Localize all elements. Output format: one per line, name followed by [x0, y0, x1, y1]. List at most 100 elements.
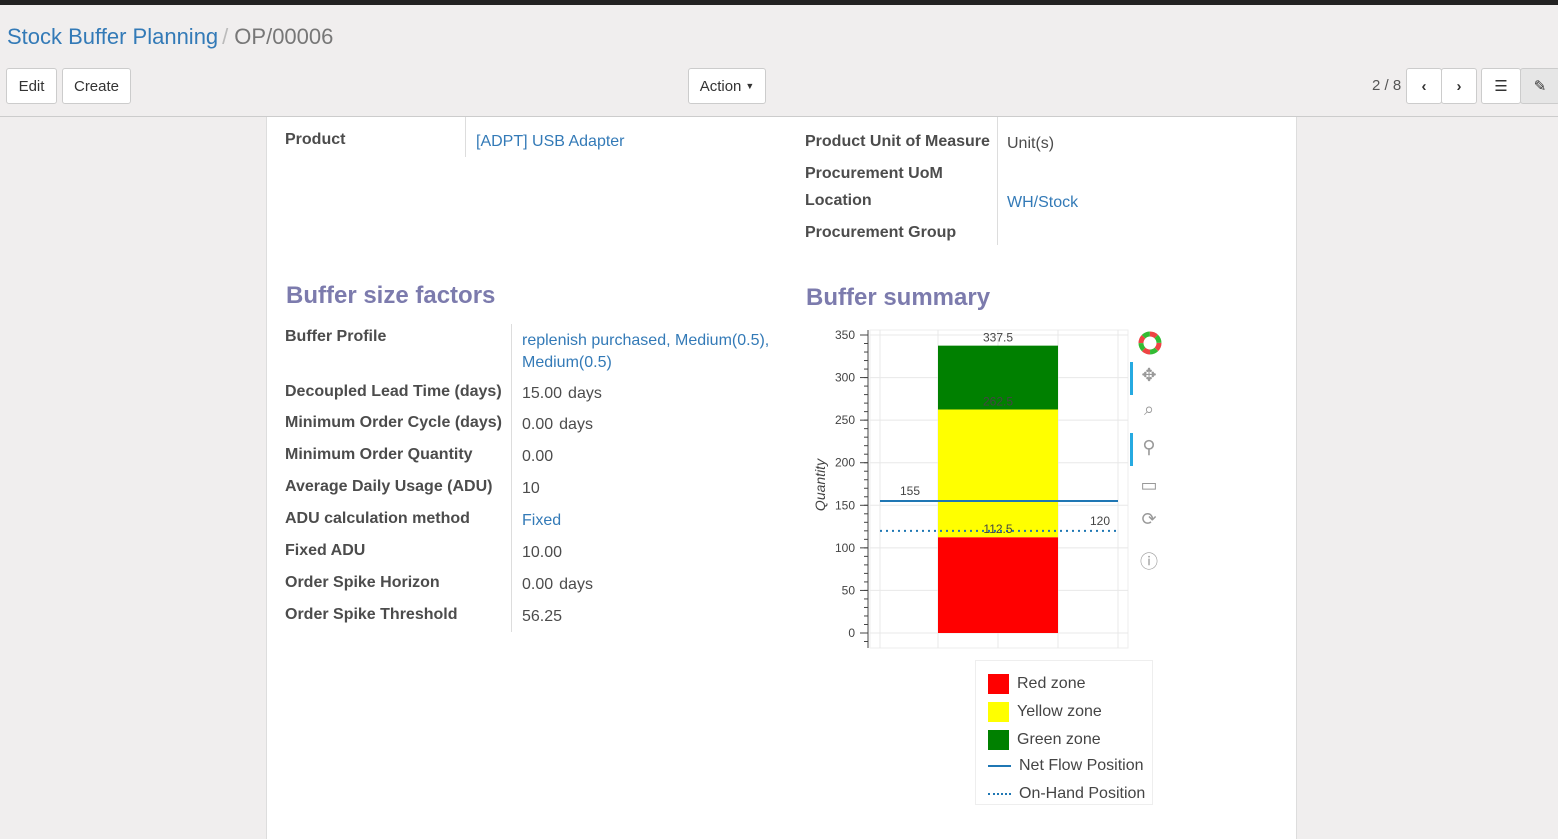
list-view-button[interactable]: ☰	[1481, 68, 1521, 104]
factor-value: 10.00	[522, 544, 562, 562]
legend-label: Red zone	[1017, 675, 1086, 692]
buffer-summary-title: Buffer summary	[806, 284, 991, 311]
breadcrumb: Stock Buffer Planning / OP/00006	[7, 24, 334, 49]
y-tick-label: 100	[835, 541, 855, 555]
control-panel: Stock Buffer Planning / OP/00006 Edit Crea…	[0, 5, 1558, 117]
factor-value-text: 0.00	[522, 576, 554, 593]
factor-label: Buffer Profile	[285, 328, 387, 345]
bar-segment-red-zone	[938, 537, 1058, 633]
line-label: 155	[900, 484, 920, 498]
factor-value: 0.00	[522, 448, 553, 466]
y-tick-label: 350	[835, 328, 855, 342]
active-tool-indicator	[1130, 362, 1133, 395]
factor-value-text: 10.00	[522, 544, 563, 561]
chart-legend: Red zone Yellow zone Green zone Net Flow…	[975, 660, 1153, 805]
factor-value-text: 15.00	[522, 385, 563, 402]
pan-icon[interactable]: ✥	[1141, 365, 1157, 385]
pager-previous-button[interactable]: ‹	[1406, 68, 1442, 104]
factor-value: 0.00 days	[522, 416, 593, 434]
edit-button[interactable]: Edit	[6, 68, 57, 104]
box-zoom-icon[interactable]: ⌕	[1143, 399, 1155, 419]
product-link[interactable]: [ADPT] USB Adapter	[476, 133, 625, 150]
factor-value-text: 56.25	[522, 608, 563, 625]
factor-value-text: 0.00	[522, 416, 554, 433]
factor-unit: days	[568, 385, 602, 402]
factor-value-text: Fixed	[522, 512, 562, 529]
y-axis-label: Quantity	[812, 458, 828, 511]
chevron-right-icon: ›	[1456, 77, 1462, 95]
y-tick-label: 200	[835, 456, 855, 470]
legend-label: Net Flow Position	[1019, 757, 1144, 774]
action-label: Action	[699, 77, 742, 95]
y-tick-label: 50	[842, 583, 856, 597]
location-link[interactable]: WH/Stock	[1007, 194, 1079, 211]
bar-label: 112.5	[983, 522, 1012, 536]
procurement-group-label: Procurement Group	[805, 224, 957, 241]
y-tick-label: 300	[835, 371, 855, 385]
create-button[interactable]: Create	[62, 68, 131, 104]
bar-label: 262.5	[983, 395, 1013, 409]
wheel-zoom-icon[interactable]: ⚲	[1142, 437, 1156, 457]
factor-label: Order Spike Threshold	[285, 606, 458, 623]
plot-frame	[869, 329, 1129, 649]
factor-value-text: 10	[522, 480, 540, 497]
factor-label: Decoupled Lead Time (days)	[285, 383, 502, 400]
divider	[465, 117, 466, 157]
bar-label: 337.5	[983, 331, 1013, 345]
factor-unit: days	[559, 576, 593, 593]
legend-net-flow: Net Flow Position	[988, 757, 1144, 775]
factor-value: 0.00 days	[522, 576, 593, 594]
help-icon[interactable]: ⓘ	[1140, 552, 1158, 572]
legend-label: On-Hand Position	[1019, 785, 1146, 802]
factor-label: Minimum Order Quantity	[285, 446, 473, 463]
factor-label: ADU calculation method	[285, 510, 470, 527]
uom-value: Unit(s)	[1007, 135, 1055, 152]
legend-on-hand: On-Hand Position	[988, 785, 1145, 803]
legend-yellow-zone: Yellow zone	[988, 702, 1102, 722]
save-icon[interactable]: ▭	[1140, 475, 1158, 495]
buffer-factors-title: Buffer size factors	[286, 282, 496, 309]
factor-label: Minimum Order Cycle (days)	[285, 414, 502, 431]
location-label: Location	[805, 192, 872, 209]
divider	[997, 117, 998, 245]
factor-value[interactable]: replenish purchased, Medium(0.5), Medium…	[522, 330, 782, 374]
legend-label: Green zone	[1017, 731, 1101, 748]
procurement-uom-label: Procurement UoM	[805, 165, 943, 182]
bar-segment-yellow-zone	[938, 409, 1058, 538]
form-view-button[interactable]: ✎	[1520, 68, 1558, 104]
buffer-chart: 0 50 100 150 200 250 300 350 Quantity 155 120 112.5…	[812, 328, 1129, 649]
breadcrumb-current: OP/00006	[234, 24, 334, 49]
uom-label: Product Unit of Measure	[805, 133, 990, 150]
edit-icon: ✎	[1533, 78, 1547, 95]
factor-value[interactable]: Fixed	[522, 512, 561, 530]
factor-label: Fixed ADU	[285, 542, 366, 559]
factor-value-text: replenish purchased, Medium(0.5), Medium…	[522, 332, 770, 371]
breadcrumb-parent[interactable]: Stock Buffer Planning	[7, 24, 219, 49]
legend-swatch	[988, 702, 1009, 722]
legend-swatch	[988, 730, 1009, 750]
pager-next-button[interactable]: ›	[1441, 68, 1477, 104]
reset-icon[interactable]: ⟳	[1141, 509, 1157, 529]
y-tick-label: 0	[848, 626, 855, 640]
factor-value: 10	[522, 480, 540, 498]
bar-segment-green-zone	[938, 345, 1058, 410]
chevron-left-icon: ‹	[1421, 77, 1427, 95]
caret-down-icon: ▼	[745, 81, 755, 91]
top-bar	[0, 0, 1558, 5]
y-tick-label: 150	[835, 498, 855, 512]
factor-label: Average Daily Usage (ADU)	[285, 478, 493, 495]
y-tick-label: 250	[835, 413, 855, 427]
active-tool-indicator	[1130, 433, 1133, 466]
product-label: Product	[285, 131, 346, 148]
legend-green-zone: Green zone	[988, 730, 1101, 750]
pager-value: 2 / 8	[1372, 77, 1402, 94]
action-dropdown[interactable]: Action ▼	[688, 68, 766, 104]
factor-value-text: 0.00	[522, 448, 554, 465]
factor-value: 15.00 days	[522, 385, 602, 403]
legend-label: Yellow zone	[1017, 703, 1102, 720]
factor-unit: days	[559, 416, 593, 433]
legend-line	[988, 765, 1011, 767]
bokeh-logo-icon[interactable]	[1138, 331, 1162, 355]
legend-swatch	[988, 674, 1009, 694]
list-icon: ☰	[1494, 78, 1508, 95]
